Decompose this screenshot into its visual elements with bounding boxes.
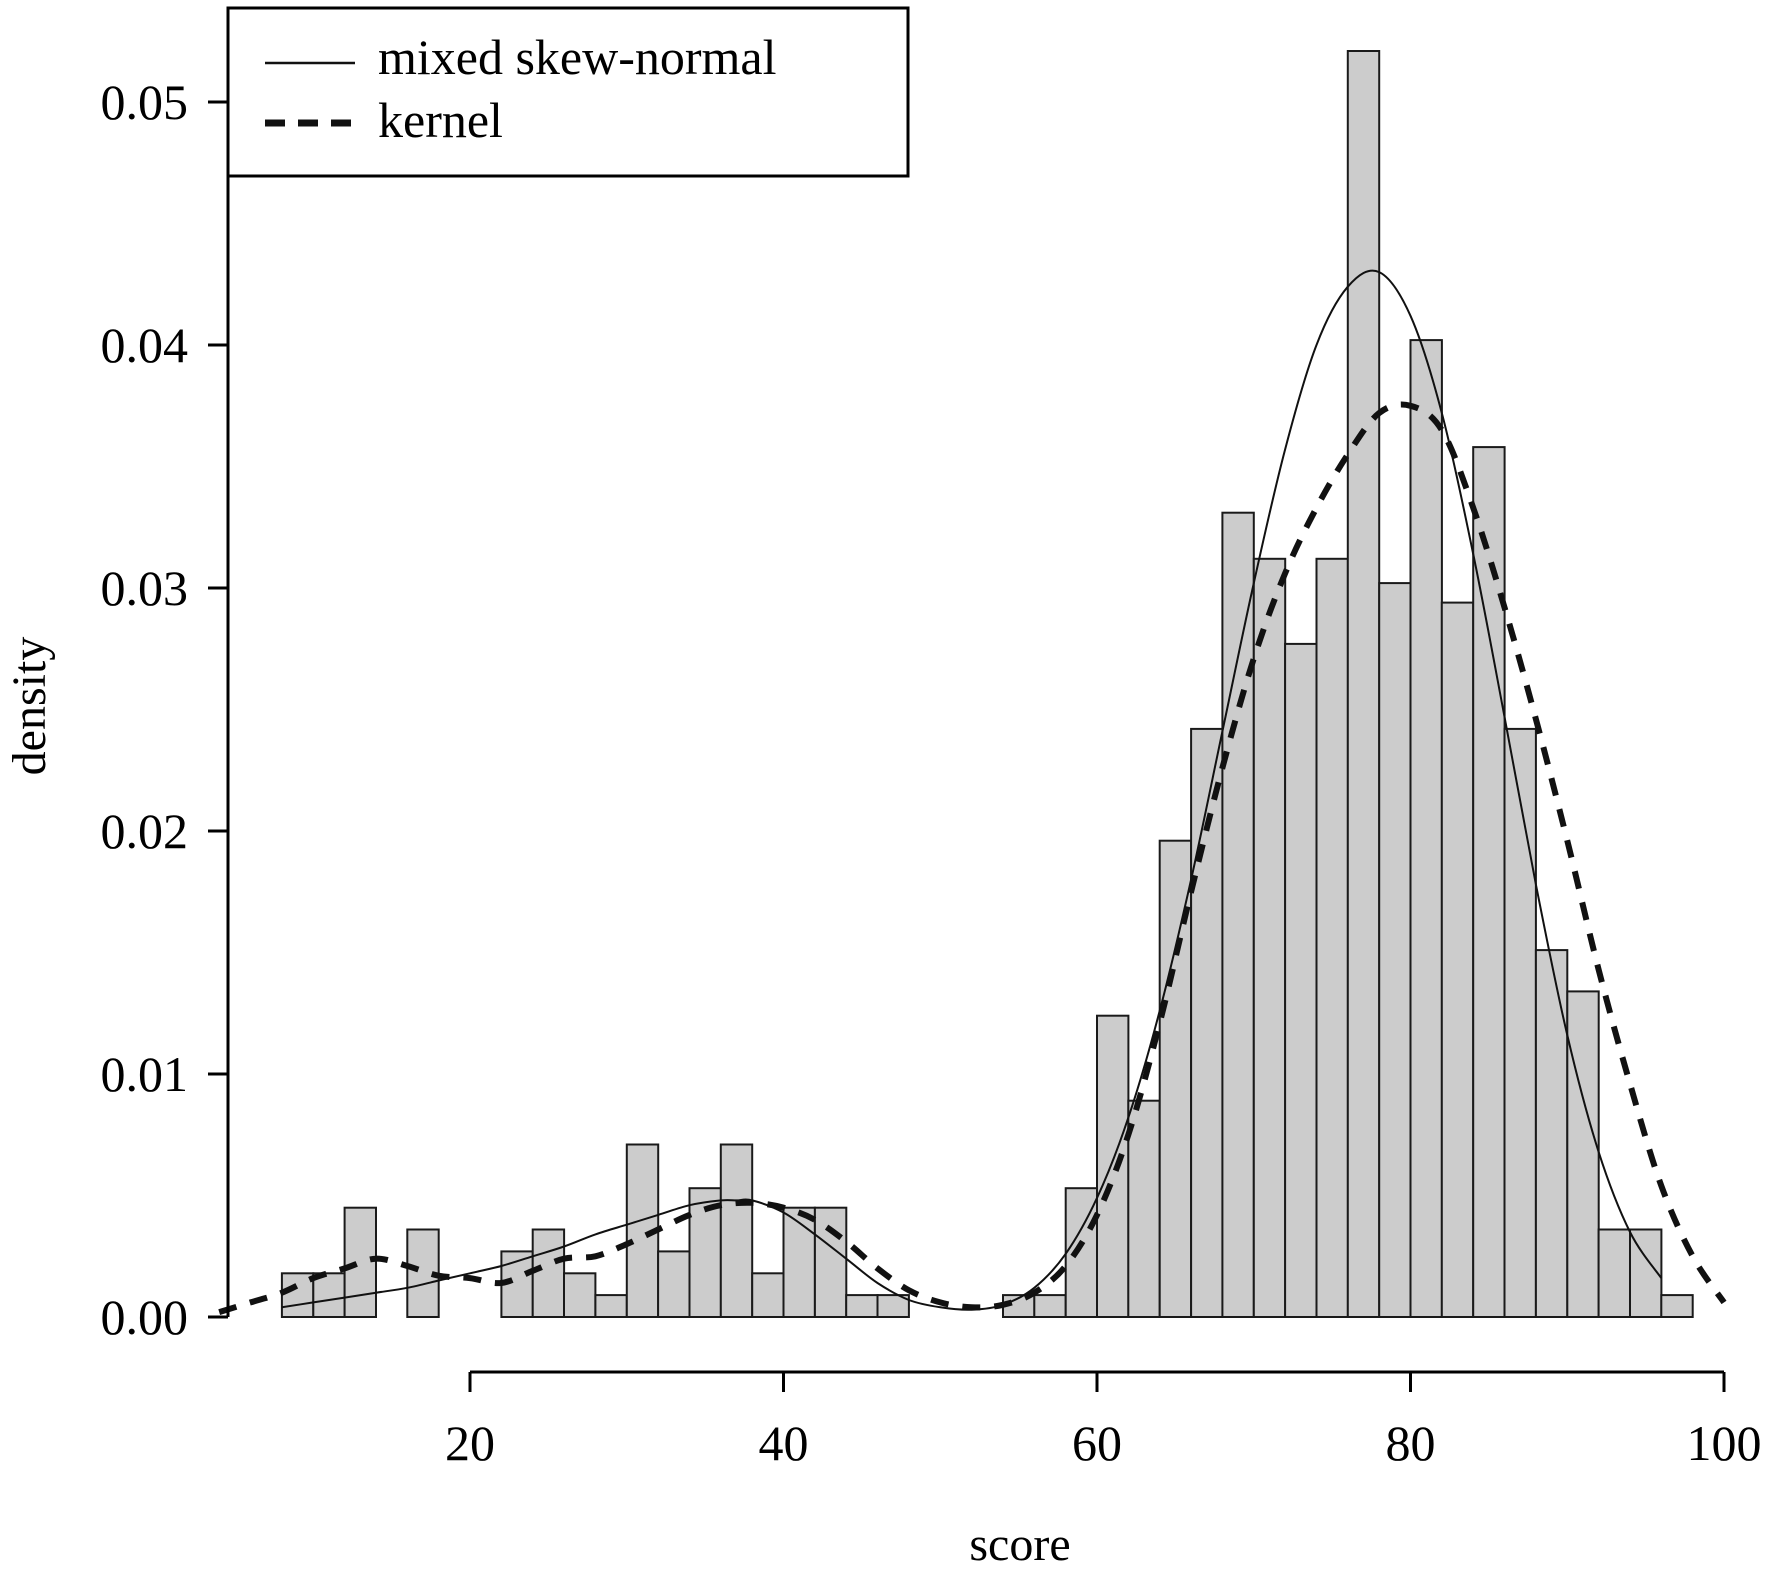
x-tick-label: 80	[1386, 1415, 1436, 1471]
histogram-bar	[1378, 582, 1412, 1318]
histogram-bar	[343, 1206, 378, 1318]
histogram-bar	[1284, 642, 1318, 1318]
histogram-bar	[1503, 727, 1537, 1318]
legend-box	[226, 6, 910, 178]
histogram-bar	[312, 1272, 346, 1319]
histogram-bar	[1033, 1294, 1067, 1318]
histogram-bar	[719, 1143, 754, 1318]
legend-label-mixed-skew-normal: mixed skew-normal	[378, 29, 777, 85]
x-tick-label: 20	[445, 1415, 495, 1471]
histogram-bar	[876, 1294, 910, 1318]
histogram-bar	[1472, 446, 1506, 1319]
y-axis: 0.00 0.01 0.02 0.03 0.04 0.05	[101, 74, 230, 1345]
histogram-bar	[594, 1294, 628, 1318]
histogram-bar	[280, 1272, 315, 1319]
density-curves	[218, 269, 1727, 1315]
x-tick-label: 100	[1687, 1415, 1762, 1471]
histogram-bar	[1221, 511, 1255, 1318]
histogram-bar	[1597, 1228, 1631, 1318]
histogram-bar	[1346, 50, 1381, 1318]
kernel-curve	[218, 401, 1727, 1315]
histogram-bar	[845, 1294, 879, 1318]
y-tick-label: 0.00	[101, 1289, 189, 1345]
x-axis-title: score	[969, 1518, 1070, 1571]
x-tick-label: 40	[759, 1415, 809, 1471]
legend: mixed skew-normal kernel	[226, 6, 910, 178]
histogram-bar	[782, 1206, 816, 1318]
histogram-bar	[1252, 557, 1287, 1318]
y-axis-title: density	[3, 637, 56, 776]
histogram-bar	[657, 1250, 691, 1319]
y-tick-label: 0.04	[101, 317, 189, 373]
mixed-skew-normal-curve	[281, 269, 1663, 1311]
histogram-bar	[1629, 1228, 1663, 1318]
histogram-bar	[1127, 1099, 1161, 1318]
y-tick-label: 0.05	[101, 74, 189, 130]
histogram-bar	[1660, 1294, 1694, 1318]
y-tick-label: 0.01	[101, 1046, 189, 1102]
histogram-bars	[280, 50, 1694, 1319]
legend-label-kernel: kernel	[378, 92, 503, 148]
histogram-bar	[531, 1228, 566, 1318]
histogram-bar	[751, 1272, 785, 1319]
histogram-bar	[1440, 601, 1475, 1318]
y-tick-label: 0.02	[101, 803, 189, 859]
histogram-bar	[813, 1206, 848, 1318]
histogram-bar	[1409, 339, 1443, 1319]
histogram-bar	[1315, 557, 1349, 1318]
y-tick-label: 0.03	[101, 560, 189, 616]
histogram-bar	[1566, 990, 1600, 1319]
x-tick-label: 60	[1072, 1415, 1122, 1471]
histogram-bar	[1096, 1014, 1130, 1318]
histogram-bar	[563, 1272, 597, 1319]
x-axis: 20 40 60 80 100	[445, 1370, 1762, 1471]
histogram-bar	[1534, 949, 1569, 1318]
